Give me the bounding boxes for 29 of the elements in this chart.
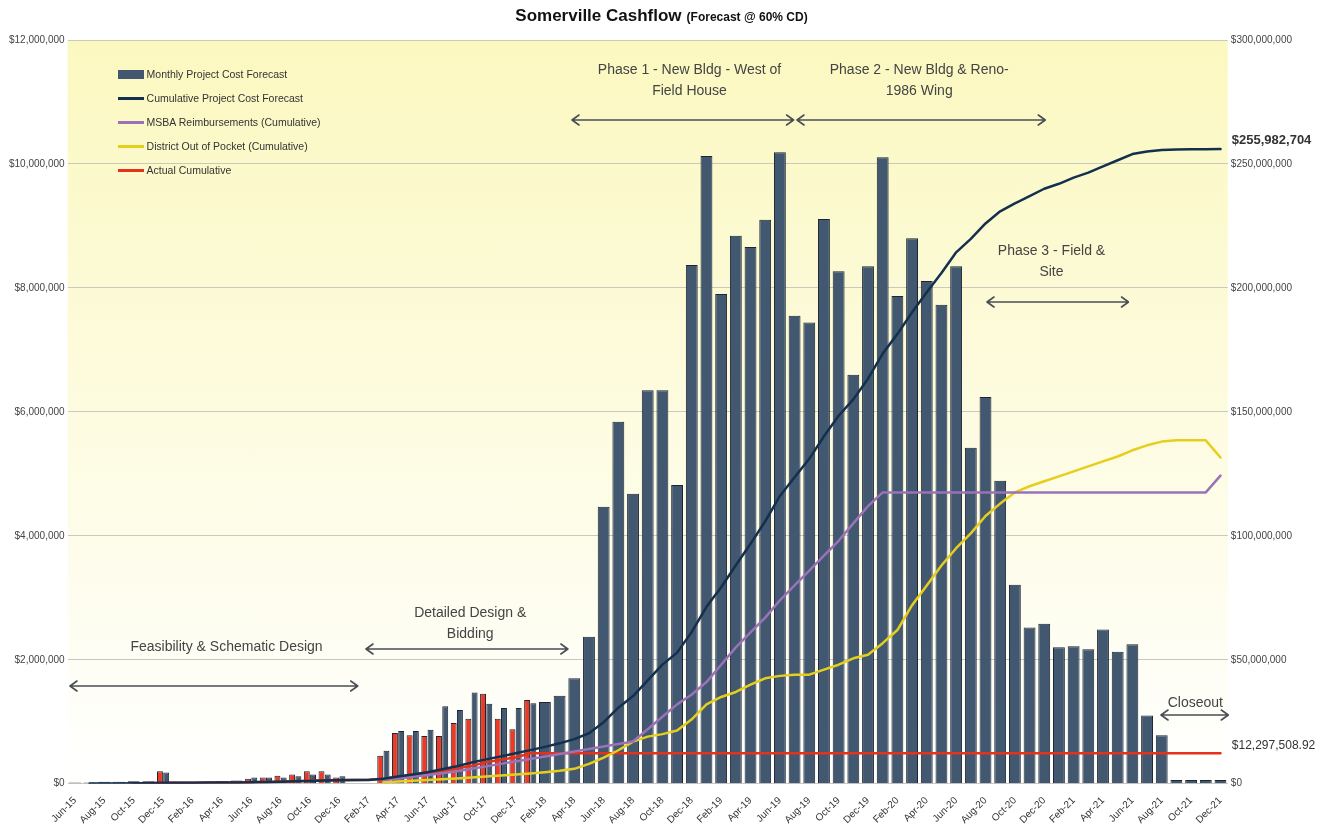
y2-tick-label: $150,000,000 bbox=[1230, 405, 1293, 417]
chart-subtitle: (Forecast @ 60% CD) bbox=[686, 10, 808, 24]
annotation: Feasibility & Schematic Design bbox=[130, 638, 323, 655]
data-label: $12,297,508.92 bbox=[1231, 737, 1316, 752]
annotation: Phase 2 - New Bldg & Reno-1986 Wing bbox=[829, 61, 1010, 99]
annotation: Phase 1 - New Bldg - West of Field House bbox=[597, 61, 782, 99]
y2-tick-label: $0 bbox=[1230, 777, 1243, 789]
y2-tick-label: $300,000,000 bbox=[1230, 33, 1293, 45]
legend-label: Monthly Project Cost Forecast bbox=[146, 68, 288, 80]
y-tick-label: $4,000,000 bbox=[14, 529, 66, 541]
y-tick-label: $8,000,000 bbox=[14, 281, 66, 293]
y-tick-label: $2,000,000 bbox=[14, 653, 66, 665]
annotation: Closeout bbox=[1167, 694, 1224, 711]
y2-tick-label: $100,000,000 bbox=[1230, 529, 1293, 541]
y-tick-label: $12,000,000 bbox=[8, 33, 66, 45]
legend-label: Cumulative Project Cost Forecast bbox=[146, 92, 303, 104]
y-tick-label: $0 bbox=[53, 777, 66, 789]
y2-tick-label: $50,000,000 bbox=[1230, 653, 1287, 665]
data-label: $255,982,704 bbox=[1231, 132, 1313, 148]
legend-label: District Out of Pocket (Cumulative) bbox=[146, 140, 308, 152]
y2-tick-label: $200,000,000 bbox=[1230, 281, 1293, 293]
annotation: Phase 3 - Field & Site bbox=[997, 242, 1106, 280]
annotation: Detailed Design & Bidding bbox=[414, 603, 527, 641]
y2-tick-label: $250,000,000 bbox=[1230, 157, 1293, 169]
y-tick-label: $6,000,000 bbox=[14, 405, 66, 417]
y-tick-label: $10,000,000 bbox=[8, 157, 66, 169]
legend-label: Actual Cumulative bbox=[146, 164, 232, 176]
chart-title: Somerville Cashflow bbox=[515, 6, 682, 25]
legend-label: MSBA Reimbursements (Cumulative) bbox=[146, 116, 321, 128]
